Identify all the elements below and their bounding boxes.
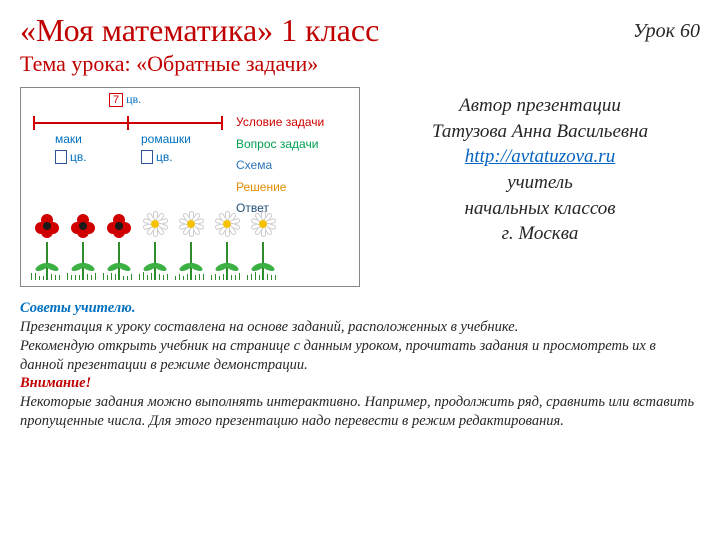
poppy-flower: [103, 210, 135, 280]
legend-condition: Условие задачи: [236, 112, 324, 134]
daisy-count-box: цв.: [141, 150, 173, 164]
author-role: учитель: [380, 170, 700, 196]
poppy-flower: [67, 210, 99, 280]
tips-p2: Некоторые задания можно выполнять интера…: [20, 393, 700, 431]
lesson-subtitle: Тема урока: «Обратные задачи»: [20, 51, 700, 77]
tips-p1b: Рекомендую открыть учебник на странице с…: [20, 337, 700, 375]
total-value-box: 7: [109, 93, 123, 107]
author-city: г. Москва: [380, 221, 700, 247]
label-poppies: маки: [55, 132, 82, 146]
daisy-flower: [175, 210, 207, 280]
author-link[interactable]: http://avtatuzova.ru: [465, 146, 615, 167]
problem-diagram: 7 цв. маки ромашки цв. цв. Условие задач…: [20, 87, 360, 287]
legend-solution: Решение: [236, 177, 324, 199]
number-scale: [33, 116, 223, 130]
label-daisies: ромашки: [141, 132, 191, 146]
tips-p1a: Презентация к уроку составлена на основе…: [20, 318, 700, 337]
author-name: Татузова Анна Васильевна: [380, 119, 700, 145]
legend-scheme: Схема: [236, 155, 324, 177]
author-role2: начальных классов: [380, 196, 700, 222]
tips-heading2: Внимание!: [20, 374, 700, 393]
author-block: Автор презентации Татузова Анна Васильев…: [380, 87, 700, 287]
flowers-row: [31, 210, 279, 280]
poppy-flower: [31, 210, 63, 280]
total-count: 7 цв.: [109, 92, 141, 107]
total-unit: цв.: [126, 92, 141, 107]
author-line1: Автор презентации: [380, 93, 700, 119]
tips-heading: Советы учителю.: [20, 299, 700, 318]
daisy-flower: [247, 210, 279, 280]
legend-question: Вопрос задачи: [236, 134, 324, 156]
teacher-tips: Советы учителю. Презентация к уроку сост…: [20, 299, 700, 431]
daisy-flower: [139, 210, 171, 280]
daisy-flower: [211, 210, 243, 280]
poppy-count-box: цв.: [55, 150, 87, 164]
lesson-number: Урок 60: [633, 20, 700, 43]
page-title: «Моя математика» 1 класс: [20, 12, 379, 49]
legend: Условие задачи Вопрос задачи Схема Решен…: [236, 112, 324, 220]
